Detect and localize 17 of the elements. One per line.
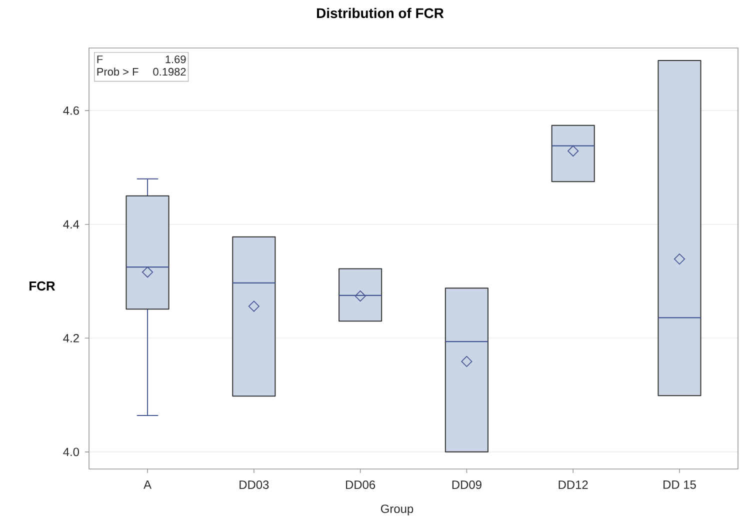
x-axis-title: Group [380, 504, 414, 516]
x-tick-label: DD06 [346, 480, 376, 489]
annotation: 1.69 [166, 55, 186, 64]
y-tick-label: 4.6 [63, 106, 79, 115]
annotation: 0.1982 [153, 68, 186, 76]
x-tick-label: DD 15 [664, 480, 696, 489]
y-tick-label: 4.2 [63, 334, 79, 342]
x-tick-label: DD12 [558, 480, 588, 489]
x-tick-label: DD09 [452, 480, 482, 489]
y-axis-title: FCR [30, 281, 56, 291]
x-tick-label: A [144, 480, 152, 489]
chart-title: Distribution of FCR [317, 8, 444, 18]
x-tick-label: DD03 [240, 480, 269, 489]
y-tick-label: 4.0 [63, 448, 80, 456]
annotation: F [97, 56, 103, 64]
y-tick-label: 4.4 [63, 220, 80, 228]
annotation: Prob > F [97, 68, 138, 76]
